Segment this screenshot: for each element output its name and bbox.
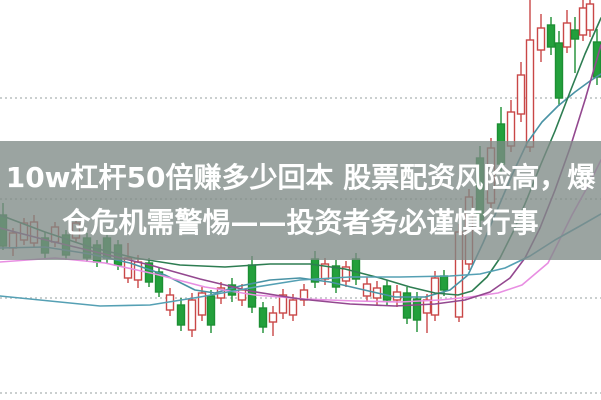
headline-line1: 10w杠杆50倍赚多少回本 股票配资风险高，爆 bbox=[5, 160, 596, 194]
headline-line2: 仓危机需警惕——投资者务必谨慎行事 bbox=[62, 205, 539, 239]
headline-overlay: 10w杠杆50倍赚多少回本 股票配资风险高，爆 仓危机需警惕——投资者务必谨慎行… bbox=[0, 141, 601, 260]
ma-fast-teal bbox=[0, 73, 601, 298]
